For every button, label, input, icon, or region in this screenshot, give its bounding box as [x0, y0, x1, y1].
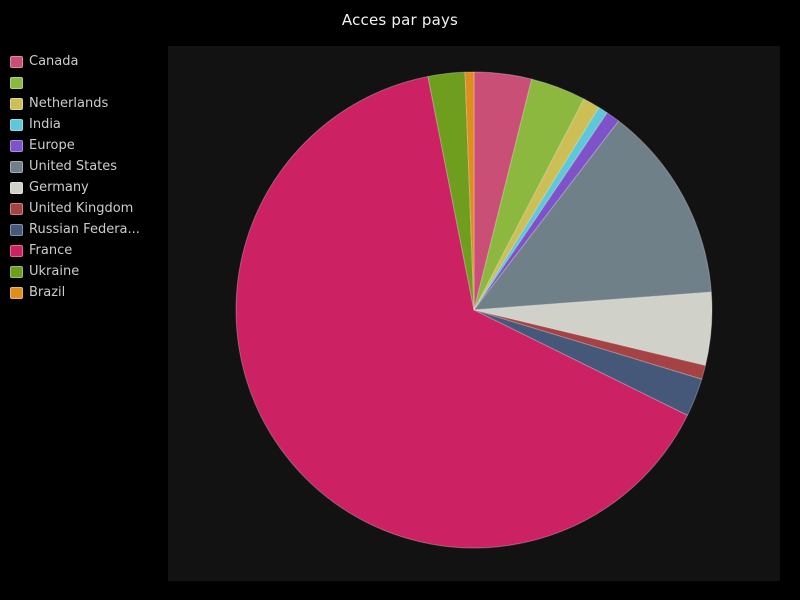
legend-swatch-icon [10, 244, 23, 257]
legend-swatch-icon [10, 118, 23, 131]
legend-swatch-icon [10, 160, 23, 173]
legend-item-united-states[interactable]: United States [10, 156, 140, 177]
pie-slice-united-states[interactable] [473, 120, 712, 311]
legend-label: Russian Federa... [29, 222, 140, 237]
legend-swatch-icon [10, 55, 23, 68]
legend-swatch-icon [10, 286, 23, 299]
legend-label: Germany [29, 180, 89, 195]
legend-item-brazil[interactable]: Brazil [10, 282, 140, 303]
pie-slice-unnamed[interactable] [473, 78, 585, 311]
legend-swatch-icon [10, 76, 23, 89]
pie-slice-united-kingdom[interactable] [473, 309, 706, 380]
legend-label: Europe [29, 138, 75, 153]
pie-slice-russian-federa[interactable] [473, 309, 703, 416]
legend-label: Canada [29, 54, 79, 69]
pie-slice-ukraine[interactable] [427, 71, 475, 311]
legend-label: Ukraine [29, 264, 80, 279]
legend-label: Brazil [29, 285, 66, 300]
legend-swatch-icon [10, 223, 23, 236]
legend-item-germany[interactable]: Germany [10, 177, 140, 198]
plot-area [168, 46, 780, 581]
legend-label: Netherlands [29, 96, 109, 111]
chart-title: Acces par pays [341, 11, 459, 29]
legend-label: India [29, 117, 61, 132]
legend-label: United Kingdom [29, 201, 134, 216]
legend-swatch-icon [10, 265, 23, 278]
legend-item-netherlands[interactable]: Netherlands [10, 93, 140, 114]
legend-item-united-kingdom[interactable]: United Kingdom [10, 198, 140, 219]
legend-swatch-icon [10, 139, 23, 152]
pie-slice-germany[interactable] [473, 291, 713, 367]
legend-item-ukraine[interactable]: Ukraine [10, 261, 140, 282]
legend-label: United States [29, 159, 118, 174]
legend-item-europe[interactable]: Europe [10, 135, 140, 156]
legend: Canada Netherlands India Europe United State… [10, 51, 140, 303]
legend-item-russian-federa[interactable]: Russian Federa... [10, 219, 140, 240]
pie-slice-france[interactable] [235, 76, 688, 549]
pie-slice-brazil[interactable] [464, 71, 475, 311]
legend-item-france[interactable]: France [10, 240, 140, 261]
legend-item-unnamed[interactable] [10, 72, 140, 93]
legend-swatch-icon [10, 202, 23, 215]
legend-item-india[interactable]: India [10, 114, 140, 135]
pie-slice-europe[interactable] [473, 112, 620, 311]
legend-swatch-icon [10, 181, 23, 194]
legend-item-canada[interactable]: Canada [10, 51, 140, 72]
pie-slice-netherlands[interactable] [473, 98, 600, 311]
legend-label: France [29, 243, 73, 258]
pie-slice-india[interactable] [473, 106, 608, 311]
legend-swatch-icon [10, 97, 23, 110]
pie-slice-canada[interactable] [473, 71, 533, 311]
pie-chart [235, 71, 713, 549]
